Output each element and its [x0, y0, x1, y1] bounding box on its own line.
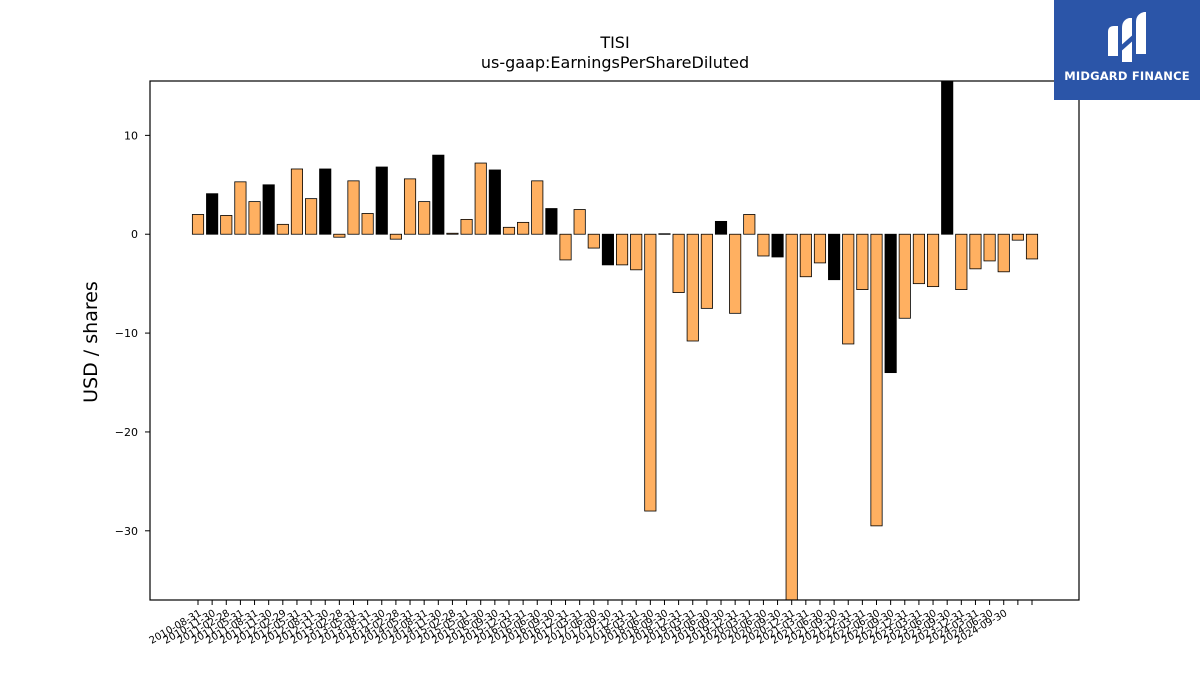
- y-tick-label: −10: [115, 327, 138, 340]
- bar-2012-11-30: [319, 168, 332, 235]
- bar-2010-11-30: [206, 193, 219, 235]
- bar-2022-06-30: [870, 233, 883, 527]
- bar-2015-06-30: [474, 162, 487, 235]
- bar-2014-02-28: [389, 233, 402, 240]
- y-tick-label: 0: [131, 228, 138, 241]
- bar-2021-09-30: [828, 233, 841, 281]
- brand-name: MIDGARD FINANCE: [1064, 69, 1190, 83]
- midgard-logo-icon: [1108, 12, 1146, 62]
- bar-2017-06-30: [587, 233, 600, 249]
- bar-2022-09-30: [884, 233, 897, 374]
- bar-2023-12-31: [955, 233, 968, 290]
- bar-2023-06-30: [927, 233, 940, 288]
- bar-2024-09-30: [997, 233, 1010, 273]
- bar-2011-05-31: [234, 181, 247, 235]
- bar-2017-03-31: [573, 209, 586, 235]
- bar-2021-03-31: [799, 233, 812, 278]
- bar-undefined: [1025, 233, 1039, 260]
- bar-2023-03-31: [912, 233, 925, 285]
- bar-2018-12-31: [672, 233, 685, 293]
- bar-2010-08-31: [191, 214, 205, 235]
- plot-frame: [149, 80, 1080, 601]
- bar-2019-03-31: [686, 233, 699, 342]
- bar-2020-03-31: [743, 214, 756, 235]
- bar-2022-03-31: [856, 233, 869, 290]
- bar-2011-11-30: [262, 184, 275, 235]
- bar-2021-06-30: [813, 233, 827, 264]
- bar-2021-12-31: [842, 233, 855, 345]
- bar-2015-05-31: [460, 218, 473, 235]
- bar-2016-03-31: [517, 221, 530, 235]
- axes-layer: 2010-08-312010-11-302011-02-282011-05-31…: [115, 129, 1033, 647]
- bar-2011-02-28: [220, 215, 233, 235]
- bar-2020-12-31: [785, 233, 798, 601]
- bar-2017-09-30: [601, 233, 614, 266]
- bar-2022-12-31: [898, 233, 911, 319]
- bar-2012-08-31: [305, 198, 318, 235]
- bars-layer: [191, 80, 1039, 601]
- bar-2012-05-31: [290, 168, 304, 235]
- bar-2017-12-31: [616, 233, 629, 266]
- bar-2018-06-30: [644, 233, 657, 512]
- bar-2014-11-30: [432, 154, 445, 235]
- bar-2024-06-30: [983, 233, 996, 262]
- bar-2015-12-31: [502, 226, 516, 235]
- bar-2024-03-31: [969, 233, 982, 270]
- bar-2013-05-31: [347, 180, 360, 235]
- bar-2015-02-28: [446, 232, 459, 235]
- brand-logo: MIDGARD FINANCE: [1054, 0, 1200, 100]
- bar-2020-09-30: [771, 233, 784, 258]
- bar-2019-06-30: [700, 233, 713, 309]
- y-tick-label: 10: [124, 129, 138, 142]
- y-tick-label: −30: [115, 525, 138, 538]
- bar-2011-08-31: [248, 201, 261, 235]
- bar-2013-08-31: [361, 213, 374, 235]
- bar-2019-09-30: [714, 220, 728, 235]
- bar-2015-09-30: [488, 169, 501, 235]
- chart-subtitle: us-gaap:EarningsPerShareDiluted: [481, 53, 749, 72]
- bar-2014-05-31: [403, 178, 417, 235]
- bar-2014-08-31: [418, 201, 431, 235]
- bar-2019-12-31: [729, 233, 742, 314]
- y-axis-label: USD / shares: [80, 281, 102, 403]
- bar-2013-02-28: [333, 233, 346, 238]
- bar-2012-02-29: [276, 223, 289, 235]
- bar-2020-06-30: [757, 233, 770, 257]
- y-tick-label: −20: [115, 426, 138, 439]
- bar-2023-09-30: [941, 80, 954, 235]
- bar-2013-11-30: [375, 166, 388, 235]
- bar-2018-09-30: [658, 233, 671, 235]
- bar-2018-03-31: [630, 233, 643, 271]
- bar-2016-12-31: [559, 233, 572, 261]
- bar-2016-06-30: [531, 180, 544, 235]
- bar-2016-09-30: [545, 208, 558, 235]
- chart-title: TISI: [599, 33, 629, 52]
- bar-undefined: [1011, 233, 1024, 241]
